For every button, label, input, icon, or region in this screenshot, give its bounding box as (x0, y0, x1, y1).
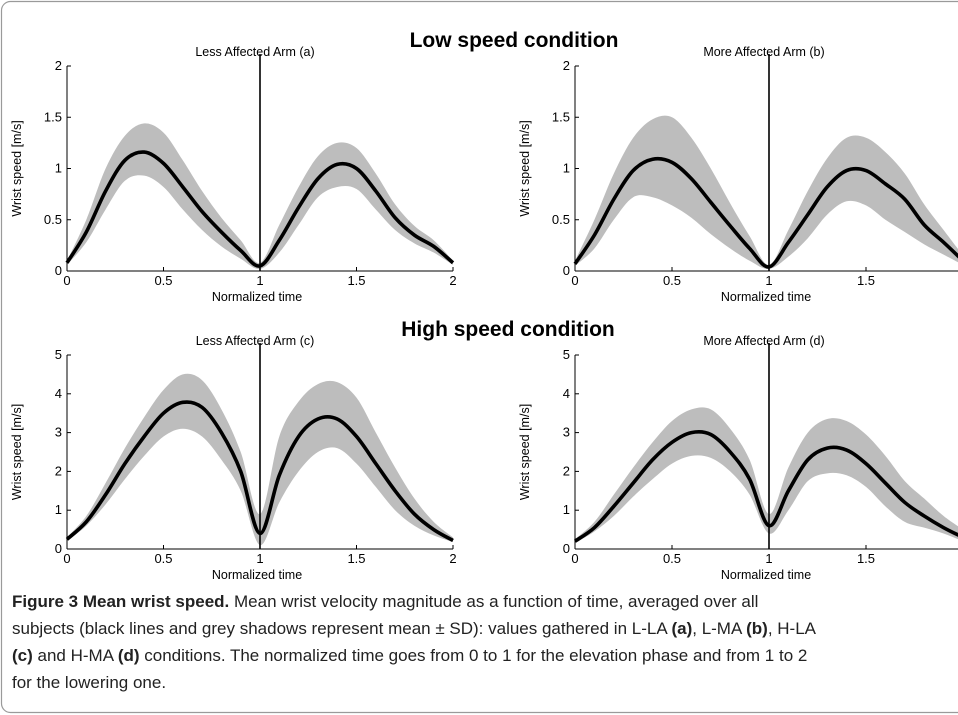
y-axis-label: Wrist speed [m/s] (518, 404, 532, 500)
y-tick-label: 0.5 (44, 212, 62, 227)
x-axis-label: Normalized time (212, 290, 302, 304)
x-tick-label: 2 (449, 273, 456, 288)
caption-line: subjects (black lines and grey shadows r… (12, 618, 816, 640)
y-axis-label: Wrist speed [m/s] (10, 404, 24, 500)
y-tick-label: 1 (563, 502, 570, 517)
x-tick-label: 1.5 (347, 551, 365, 566)
mean-line (65, 150, 455, 268)
y-tick-label: 1 (55, 502, 62, 517)
sd-band (67, 373, 453, 546)
caption-ref: (b) (746, 619, 768, 638)
x-tick-label: 1 (256, 273, 263, 288)
y-tick-label: 0.5 (552, 212, 570, 227)
sd-band (575, 115, 958, 269)
x-tick-label: 0 (571, 551, 578, 566)
x-tick-label: 0.5 (154, 551, 172, 566)
chart: 0 0.5 1 1.5 2 0 0.5 1 1.5 2 Less Affected Arm (a) N… (10, 45, 457, 304)
caption-line: for the lowering one. (12, 672, 166, 694)
caption-text: and H-MA (32, 646, 118, 665)
mean-line (65, 400, 454, 543)
mean-line (573, 156, 958, 269)
caption-text: conditions. The normalized time goes fro… (139, 646, 808, 665)
x-tick-label: 0.5 (663, 273, 681, 288)
mean-line (573, 429, 958, 543)
caption-line: (c) and H-MA (d) conditions. The normali… (12, 645, 807, 667)
y-tick-label: 2 (55, 463, 62, 478)
y-tick-label: 2 (55, 58, 62, 73)
y-tick-label: 3 (55, 425, 62, 440)
y-tick-label: 4 (55, 386, 62, 401)
caption-text: for the lowering one. (12, 673, 167, 692)
x-tick-label: 2 (449, 551, 456, 566)
caption-ref: (c) (12, 646, 33, 665)
y-axis-label: Wrist speed [m/s] (518, 120, 532, 216)
y-tick-label: 1.5 (552, 109, 570, 124)
chart-title: Less Affected Arm (c) (196, 334, 315, 348)
caption-ref: (d) (117, 646, 140, 665)
y-tick-label: 5 (55, 347, 62, 362)
x-tick-label: 0 (571, 273, 578, 288)
y-tick-label: 5 (563, 347, 570, 362)
x-tick-label: 1.5 (857, 551, 875, 566)
caption-text: , L-MA (692, 619, 747, 638)
x-tick-label: 1.5 (347, 273, 365, 288)
chart: 0 0.5 1 1.5 0 0.5 1 1.5 2 More Affected Arm (b) No… (518, 45, 958, 304)
y-tick-label: 3 (563, 425, 570, 440)
chart: 0 0.5 1 1.5 0 1 2 3 4 5 More Affected Arm (d) Norma… (518, 334, 958, 582)
y-tick-label: 1.5 (44, 109, 62, 124)
chart-title: Less Affected Arm (a) (195, 45, 314, 59)
x-tick-label: 0.5 (154, 273, 172, 288)
caption-title: Figure 3 Mean wrist speed. (12, 592, 230, 611)
x-axis-label: Normalized time (721, 568, 811, 582)
section-heading: High speed condition (401, 318, 615, 341)
y-tick-label: 1 (55, 161, 62, 176)
y-tick-label: 1 (563, 161, 570, 176)
sd-band (67, 123, 453, 270)
caption-line: Figure 3 Mean wrist speed. Mean wrist ve… (12, 591, 758, 613)
x-tick-label: 1 (765, 273, 772, 288)
caption-text: Mean wrist velocity magnitude as a funct… (229, 592, 759, 611)
x-tick-label: 0 (63, 273, 70, 288)
caption-text: , H-LA (767, 619, 817, 638)
y-tick-label: 4 (563, 386, 570, 401)
chart: 0 0.5 1 1.5 2 0 1 2 3 4 5 Less Affected Arm (c) Norm… (10, 334, 457, 582)
x-tick-label: 0 (63, 551, 70, 566)
x-tick-label: 1.5 (857, 273, 875, 288)
chart-title: More Affected Arm (b) (703, 45, 824, 59)
caption-ref: (a) (671, 619, 693, 638)
caption-text: subjects (black lines and grey shadows r… (12, 619, 672, 638)
x-tick-label: 1 (765, 551, 772, 566)
x-axis-label: Normalized time (212, 568, 302, 582)
y-axis-label: Wrist speed [m/s] (10, 120, 24, 216)
y-tick-label: 0 (55, 541, 62, 556)
y-tick-label: 0 (563, 541, 570, 556)
x-tick-label: 1 (256, 551, 263, 566)
x-tick-label: 0.5 (663, 551, 681, 566)
x-axis-label: Normalized time (721, 290, 811, 304)
y-tick-label: 0 (55, 263, 62, 278)
section-heading: Low speed condition (410, 29, 619, 52)
chart-title: More Affected Arm (d) (703, 334, 824, 348)
y-tick-label: 2 (563, 58, 570, 73)
y-tick-label: 2 (563, 463, 570, 478)
y-tick-label: 0 (563, 263, 570, 278)
